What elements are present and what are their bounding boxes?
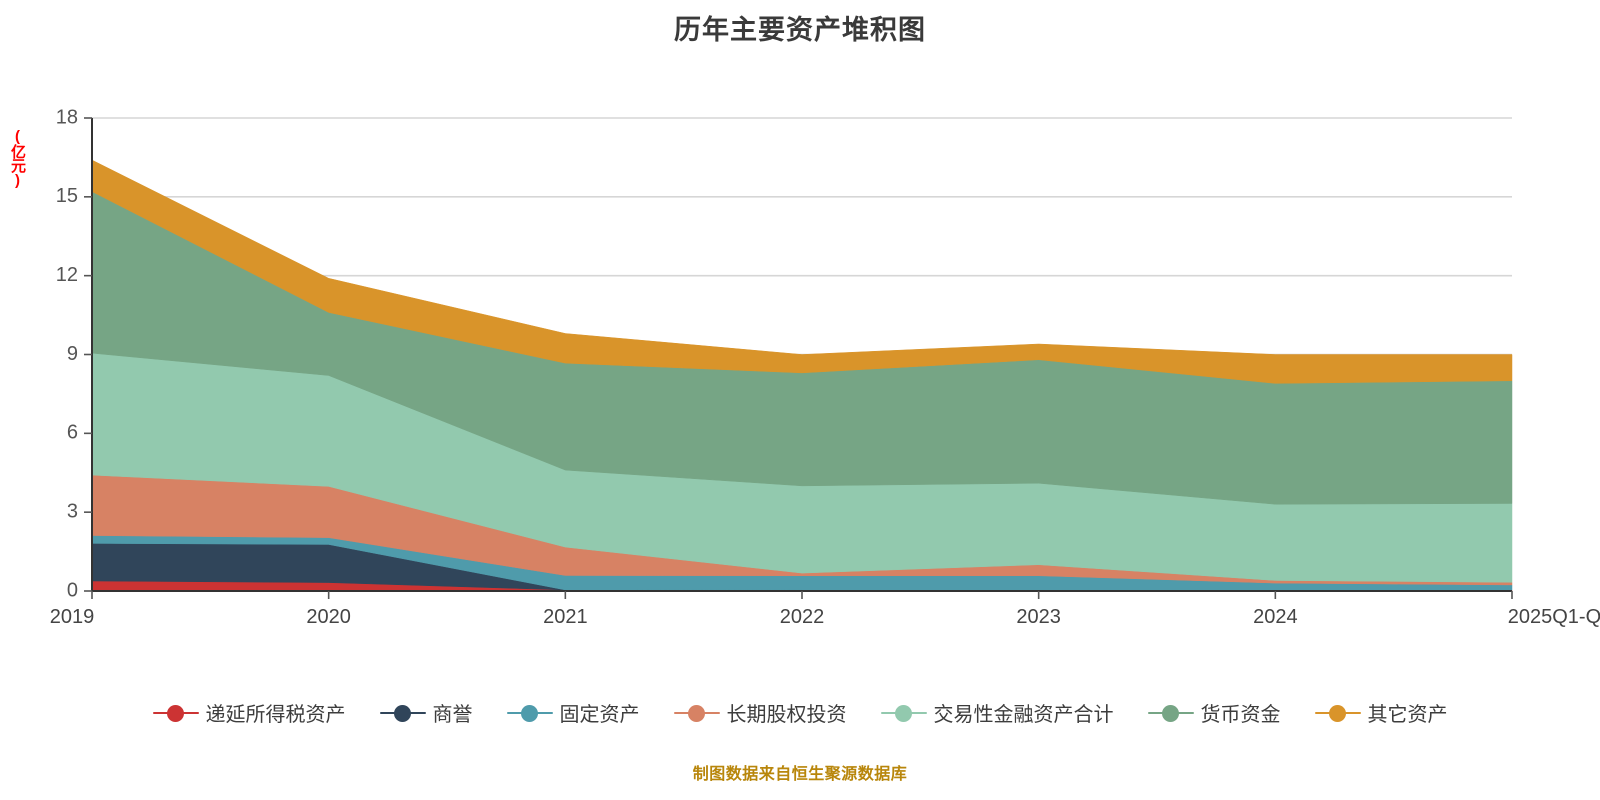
legend-item[interactable]: 递延所得税资产 <box>152 698 346 727</box>
legend-label: 商誉 <box>432 704 473 726</box>
legend-dot-icon <box>1161 704 1179 722</box>
x-axis-tick-label: 2025Q1-Q3 <box>1508 606 1600 628</box>
stacked-area-plot: 0 3 6 9 12 15 18 2019 2020 2021 2022 2023 2024 2025Q1… <box>50 106 1600 628</box>
legend-label: 其它资产 <box>1367 704 1448 726</box>
legend-dot-icon <box>520 704 538 722</box>
y-axis-tick-label: 9 <box>67 343 78 365</box>
legend-marker-icon <box>379 703 426 723</box>
x-axis-tick-label: 2024 <box>1253 606 1298 628</box>
legend-label: 货币资金 <box>1200 704 1281 726</box>
y-axis-unit-label: (亿元) <box>9 128 26 188</box>
y-axis-tick-label: 12 <box>56 264 78 286</box>
legend-label: 交易性金融资产合计 <box>933 704 1114 726</box>
legend-label: 递延所得税资产 <box>205 704 346 726</box>
legend-item[interactable]: 商誉 <box>379 698 473 727</box>
x-axis-tick-label: 2021 <box>543 606 588 628</box>
y-axis-tick-label: 15 <box>56 185 78 207</box>
x-axis-tick-label: 2023 <box>1016 606 1061 628</box>
legend-marker-icon <box>880 703 927 723</box>
legend-marker-icon <box>1147 703 1194 723</box>
legend-marker-icon <box>1314 703 1361 723</box>
y-axis-tick-label: 3 <box>67 500 78 522</box>
x-axis-tick-label: 2020 <box>306 606 351 628</box>
chart-legend: 递延所得税资产 商誉 固定资产 长期股权投资 交易性金融资产合计 货币资金 其它资产 <box>0 698 1600 727</box>
legend-dot-icon <box>393 704 411 722</box>
legend-dot-icon <box>1328 704 1346 722</box>
area-series-6 <box>91 159 1513 384</box>
legend-item[interactable]: 其它资产 <box>1314 698 1448 727</box>
legend-item[interactable]: 固定资产 <box>506 698 640 727</box>
footer-note: 制图数据来自恒生聚源数据库 <box>692 766 908 783</box>
y-axis-tick-label: 6 <box>67 422 78 444</box>
legend-marker-icon <box>673 703 720 723</box>
legend-dot-icon <box>687 704 705 722</box>
chart-title: 历年主要资产堆积图 <box>674 15 926 45</box>
legend-dot-icon <box>166 704 184 722</box>
legend-label: 长期股权投资 <box>726 704 847 726</box>
legend-item[interactable]: 长期股权投资 <box>673 698 847 727</box>
y-axis-tick-label: 18 <box>56 106 78 128</box>
legend-item[interactable]: 货币资金 <box>1147 698 1281 727</box>
y-axis-tick-label: 0 <box>67 579 78 601</box>
legend-item[interactable]: 交易性金融资产合计 <box>880 698 1114 727</box>
legend-marker-icon <box>152 703 199 723</box>
x-axis-tick-label: 2019 <box>50 606 95 628</box>
x-axis-tick-label: 2022 <box>780 606 825 628</box>
legend-marker-icon <box>506 703 553 723</box>
legend-label: 固定资产 <box>559 704 640 726</box>
legend-dot-icon <box>894 704 912 722</box>
